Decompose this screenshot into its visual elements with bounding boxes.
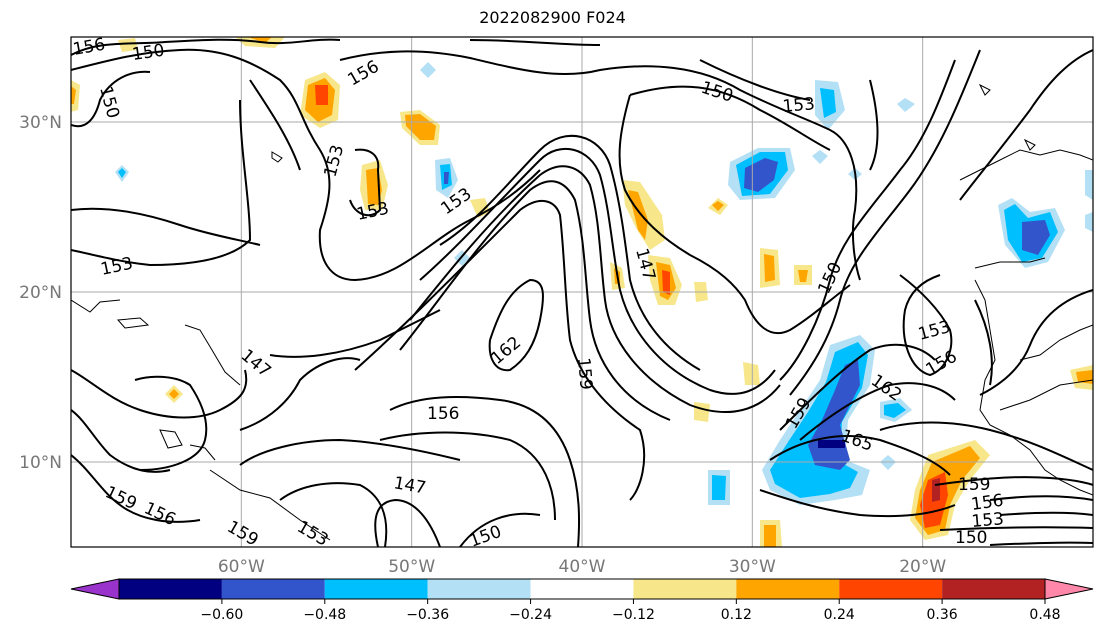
- contour-label: 147: [237, 346, 275, 382]
- colorbar: −0.60 −0.48 −0.36 −0.24 −0.12 0.12 0.24 0.36 0.4…: [70, 578, 1094, 623]
- contour-label: 159: [224, 517, 262, 551]
- colorbar-segment: [427, 579, 531, 599]
- contour-label: 156: [970, 491, 1005, 515]
- colorbar-tick-label: 0.24: [824, 607, 855, 623]
- contour-label: 150: [95, 84, 123, 121]
- x-tick-label: 60°W: [218, 557, 265, 577]
- y-tick-label: 20°N: [19, 283, 62, 303]
- y-tick-label: 10°N: [19, 453, 62, 473]
- contour-label: 153: [321, 143, 349, 180]
- coastlines: [71, 83, 1093, 541]
- colorbar-tick-label: −0.60: [200, 607, 243, 623]
- contour-label: 159: [958, 475, 990, 495]
- y-tick-label: 30°N: [19, 113, 62, 133]
- contour-lines: [71, 38, 1093, 547]
- gridlines: [71, 37, 1093, 547]
- colorbar-tick-label: 0.48: [1029, 607, 1060, 623]
- colorbar-tick-label: 0.12: [721, 607, 752, 623]
- contour-label: 147: [392, 473, 427, 498]
- colorbar-extend-low: [70, 578, 120, 600]
- colorbar-segment: [324, 579, 428, 599]
- colorbar-tick-label: −0.48: [303, 607, 346, 623]
- colorbar-segment: [530, 579, 634, 599]
- contour-label: 150: [131, 41, 166, 65]
- x-tick-label: 20°W: [899, 557, 946, 577]
- contour-label: 153: [971, 509, 1005, 532]
- colorbar-segment: [221, 579, 325, 599]
- colorbar-frame: [118, 578, 1046, 600]
- contour-label: 156: [71, 35, 106, 60]
- y-axis-ticks: 30°N 20°N 10°N: [19, 113, 62, 473]
- contour-label: 153: [355, 199, 391, 225]
- x-tick-label: 30°W: [729, 557, 776, 577]
- contour-label: 156: [141, 498, 179, 530]
- colorbar-tick-label: −0.12: [612, 607, 655, 623]
- x-tick-label: 50°W: [388, 557, 435, 577]
- contour-label: 153: [294, 517, 332, 551]
- contour-label: 147: [631, 246, 659, 283]
- colorbar-segment: [942, 579, 1045, 599]
- contour-label: 156: [345, 57, 383, 91]
- contour-label: 150: [955, 528, 987, 548]
- x-tick-label: 40°W: [559, 557, 606, 577]
- map-title: 2022082900 F024: [479, 8, 626, 27]
- x-axis-ticks: 60°W 50°W 40°W 30°W 20°W: [218, 557, 946, 577]
- colorbar-segment: [839, 579, 943, 599]
- contour-label: 153: [782, 94, 816, 117]
- colorbar-extend-high: [1044, 578, 1094, 600]
- contour-label: 159: [102, 482, 140, 514]
- contour-label: 156: [427, 404, 459, 424]
- contour-label: 159: [573, 357, 596, 391]
- map-frame: [70, 36, 1094, 548]
- contour-label: 153: [916, 317, 953, 345]
- colorbar-segment: [736, 579, 840, 599]
- colorbar-tick-label: 0.36: [927, 607, 958, 623]
- colorbar-segment: [633, 579, 737, 599]
- contour-label: 150: [698, 78, 735, 107]
- colorbar-tick-label: −0.24: [509, 607, 552, 623]
- colorbar-tick-label: −0.36: [406, 607, 449, 623]
- colorbar-segment: [119, 579, 222, 599]
